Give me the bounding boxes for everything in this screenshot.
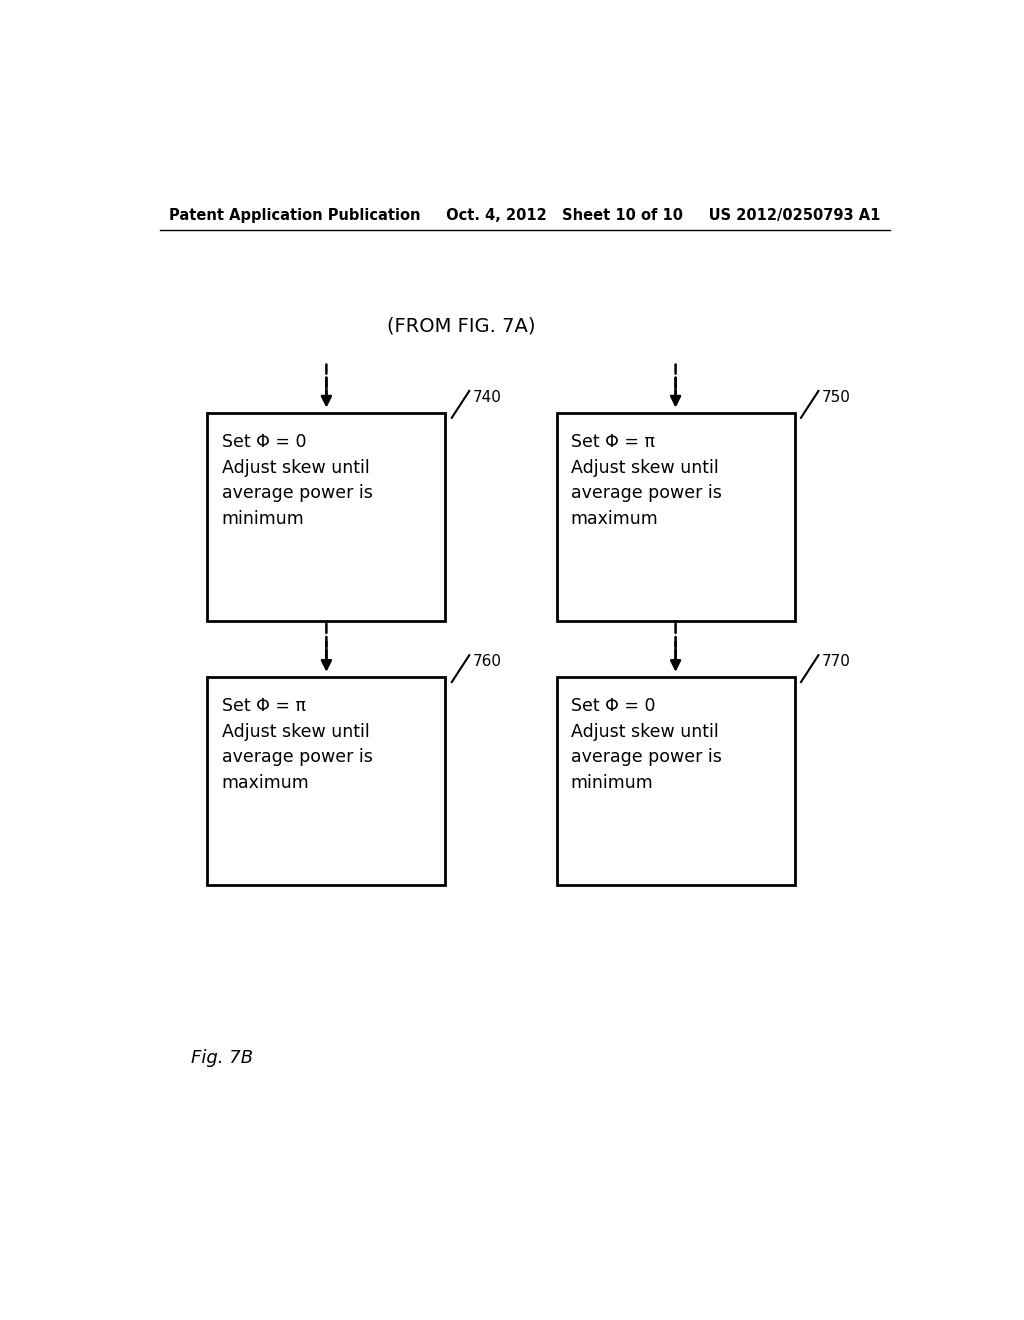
Bar	[557, 677, 795, 886]
Text: Patent Application Publication     Oct. 4, 2012   Sheet 10 of 10     US 2012/025: Patent Application Publication Oct. 4, 2…	[169, 207, 881, 223]
Text: 740: 740	[472, 391, 502, 405]
Text: (FROM FIG. 7A): (FROM FIG. 7A)	[387, 317, 536, 335]
Text: Set Φ = π
Adjust skew until
average power is
maximum: Set Φ = π Adjust skew until average powe…	[221, 697, 373, 792]
Bar	[557, 413, 795, 620]
Bar	[207, 413, 445, 620]
Text: 770: 770	[821, 655, 851, 669]
Text: Fig. 7B: Fig. 7B	[191, 1049, 254, 1067]
Text: 760: 760	[472, 655, 502, 669]
Text: Set Φ = 0
Adjust skew until
average power is
minimum: Set Φ = 0 Adjust skew until average powe…	[570, 697, 722, 792]
Text: Set Φ = 0
Adjust skew until
average power is
minimum: Set Φ = 0 Adjust skew until average powe…	[221, 433, 373, 528]
Text: 750: 750	[821, 391, 851, 405]
Text: Set Φ = π
Adjust skew until
average power is
maximum: Set Φ = π Adjust skew until average powe…	[570, 433, 722, 528]
Bar	[207, 677, 445, 886]
